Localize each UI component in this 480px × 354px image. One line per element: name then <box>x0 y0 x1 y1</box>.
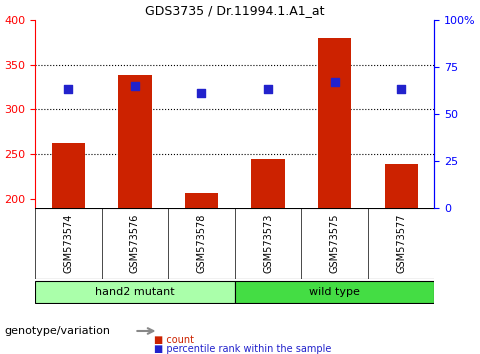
Point <box>64 86 72 92</box>
Text: ■ count: ■ count <box>154 335 193 345</box>
Bar <box>318 38 351 208</box>
Point <box>397 86 405 92</box>
Text: GSM573577: GSM573577 <box>396 214 406 273</box>
Text: GSM573578: GSM573578 <box>196 214 206 273</box>
Text: GSM573575: GSM573575 <box>330 214 340 273</box>
Point <box>198 90 205 96</box>
FancyBboxPatch shape <box>35 281 235 303</box>
Point <box>331 79 338 85</box>
FancyBboxPatch shape <box>235 281 434 303</box>
Text: GSM573574: GSM573574 <box>63 214 73 273</box>
Title: GDS3735 / Dr.11994.1.A1_at: GDS3735 / Dr.11994.1.A1_at <box>145 4 324 17</box>
Bar <box>185 193 218 208</box>
Bar <box>252 160 285 208</box>
Text: wild type: wild type <box>309 287 360 297</box>
Bar <box>118 75 152 208</box>
Text: ■ percentile rank within the sample: ■ percentile rank within the sample <box>154 344 331 354</box>
Text: hand2 mutant: hand2 mutant <box>95 287 175 297</box>
Text: GSM573573: GSM573573 <box>263 214 273 273</box>
Point <box>264 86 272 92</box>
Bar <box>52 143 85 208</box>
Point <box>131 83 139 88</box>
Bar <box>384 164 418 208</box>
Text: genotype/variation: genotype/variation <box>5 326 111 336</box>
Text: GSM573576: GSM573576 <box>130 214 140 273</box>
